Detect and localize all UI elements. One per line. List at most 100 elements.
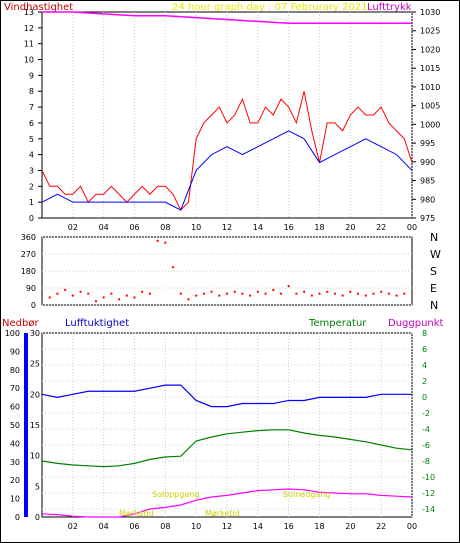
- direction-point: [272, 288, 275, 291]
- pressure-tick-label: 995: [420, 139, 435, 148]
- compass-label: E: [430, 282, 437, 295]
- direction-point: [279, 292, 282, 295]
- wind-tick-label: 5: [29, 135, 34, 144]
- sunset-annotation: Solnedgang: [283, 490, 330, 499]
- panel1-grid: [72, 12, 413, 218]
- temperature-tick-label: -6: [422, 441, 430, 450]
- direction-points: [48, 239, 406, 303]
- wind-tick-label: 1: [29, 198, 34, 207]
- direction-point: [156, 239, 159, 242]
- temperature-tick-label: -8: [422, 457, 430, 466]
- temperature-tick-label: 8: [422, 329, 427, 338]
- temperature-tick-label: -10: [422, 473, 435, 482]
- direction-point: [333, 292, 336, 295]
- rain-tick-label: 30: [10, 458, 20, 467]
- pressure-tick-label: 1020: [420, 45, 440, 54]
- pressure-axis: 975 980 985 990 995 1000 1005 1010 1015 1020 1025 1…: [412, 8, 440, 223]
- wind-speed-line: [41, 91, 413, 211]
- direction-axis: 360 270 180 90 0: [21, 233, 36, 310]
- panel1-hour-axis: 02 04 06 08 10 12 14 16 18 20 22 00: [68, 223, 417, 232]
- direction-point: [195, 294, 198, 297]
- hour-tick-label: 04: [99, 223, 109, 232]
- hour-tick-label: 12: [222, 522, 232, 531]
- direction-point: [202, 292, 205, 295]
- hour-tick-label: 02: [68, 522, 78, 531]
- panel3-hour-axis: 02 04 06 08 10 12 14 16 18 20 22 00: [68, 522, 417, 531]
- direction-point: [133, 296, 136, 299]
- wind-tick-label: 9: [29, 71, 34, 80]
- humidity-tick-label: 5: [35, 482, 40, 491]
- hour-tick-label: 22: [376, 522, 386, 531]
- hour-tick-label: 06: [129, 223, 139, 232]
- direction-tick-label: 90: [26, 284, 36, 293]
- direction-point: [341, 294, 344, 297]
- direction-point: [364, 294, 367, 297]
- direction-point: [226, 292, 228, 295]
- direction-point: [164, 241, 167, 244]
- pressure-tick-label: 1015: [420, 64, 440, 73]
- pressure-tick-label: 980: [420, 195, 435, 204]
- direction-point: [303, 290, 306, 293]
- direction-point: [233, 290, 236, 293]
- hour-tick-label: 10: [191, 223, 201, 232]
- humidity-tick-label: 25: [30, 360, 40, 369]
- pressure-label: Lufttrykk: [367, 2, 412, 13]
- direction-point: [318, 292, 321, 295]
- hour-tick-label: 16: [284, 522, 294, 531]
- pressure-line: [42, 11, 412, 24]
- direction-point: [380, 290, 383, 293]
- direction-point: [256, 290, 259, 293]
- direction-tick-label: 0: [31, 301, 36, 310]
- humidity-tick-label: 20: [30, 390, 40, 399]
- temperature-tick-label: -12: [422, 489, 435, 498]
- hour-tick-label: 14: [253, 522, 263, 531]
- direction-point: [187, 298, 190, 301]
- direction-point: [357, 292, 360, 295]
- hour-tick-label: 22: [376, 223, 386, 232]
- hour-tick-label: 06: [129, 522, 139, 531]
- rain-tick-label: 10: [10, 495, 20, 504]
- rain-tick-label: 50: [10, 421, 20, 430]
- direction-point: [148, 292, 151, 295]
- pressure-tick-label: 1025: [420, 27, 440, 36]
- direction-point: [125, 294, 128, 297]
- rain-tick-label: 90: [10, 347, 20, 356]
- darkness-annotation-evening: Mørketid: [205, 509, 240, 518]
- humidity-line: [41, 384, 412, 408]
- compass-label: N: [430, 299, 438, 312]
- pressure-tick-label: 990: [420, 158, 435, 167]
- hour-tick-label: 18: [314, 223, 324, 232]
- rain-tick-label: 0: [15, 513, 20, 522]
- humidity-tick-label: 30: [30, 329, 40, 338]
- wind-tick-label: 3: [29, 166, 34, 175]
- wind-average-line: [41, 130, 413, 211]
- hour-tick-label: 12: [222, 223, 232, 232]
- direction-point: [295, 292, 298, 295]
- direction-point: [264, 292, 267, 295]
- temperature-axis: 8 6 4 2 0 -2 -4 -6 -8 -10 -12 -14: [422, 329, 435, 514]
- wind-speed-label: Vindhastighet: [4, 2, 73, 13]
- compass-label: S: [430, 265, 437, 278]
- direction-point: [110, 292, 113, 295]
- sunrise-annotation: Soloppgang: [152, 490, 199, 499]
- hour-tick-label: 02: [68, 223, 78, 232]
- pressure-tick-label: 1005: [420, 102, 440, 111]
- pressure-tick-label: 975: [420, 214, 435, 223]
- hour-tick-label: 08: [160, 522, 170, 531]
- panel3-series: [41, 384, 413, 518]
- direction-tick-label: 270: [21, 250, 36, 259]
- wind-tick-label: 4: [29, 151, 34, 160]
- wind-tick-label: 6: [29, 119, 34, 128]
- rain-tick-label: 60: [10, 403, 20, 412]
- rain-tick-label: 20: [10, 476, 20, 485]
- temperature-tick-label: 2: [422, 377, 427, 386]
- panel2-frame: [41, 236, 413, 306]
- panel1-series: [41, 11, 413, 211]
- wind-tick-label: 0: [29, 214, 34, 223]
- direction-point: [118, 298, 121, 301]
- direction-point: [326, 290, 329, 293]
